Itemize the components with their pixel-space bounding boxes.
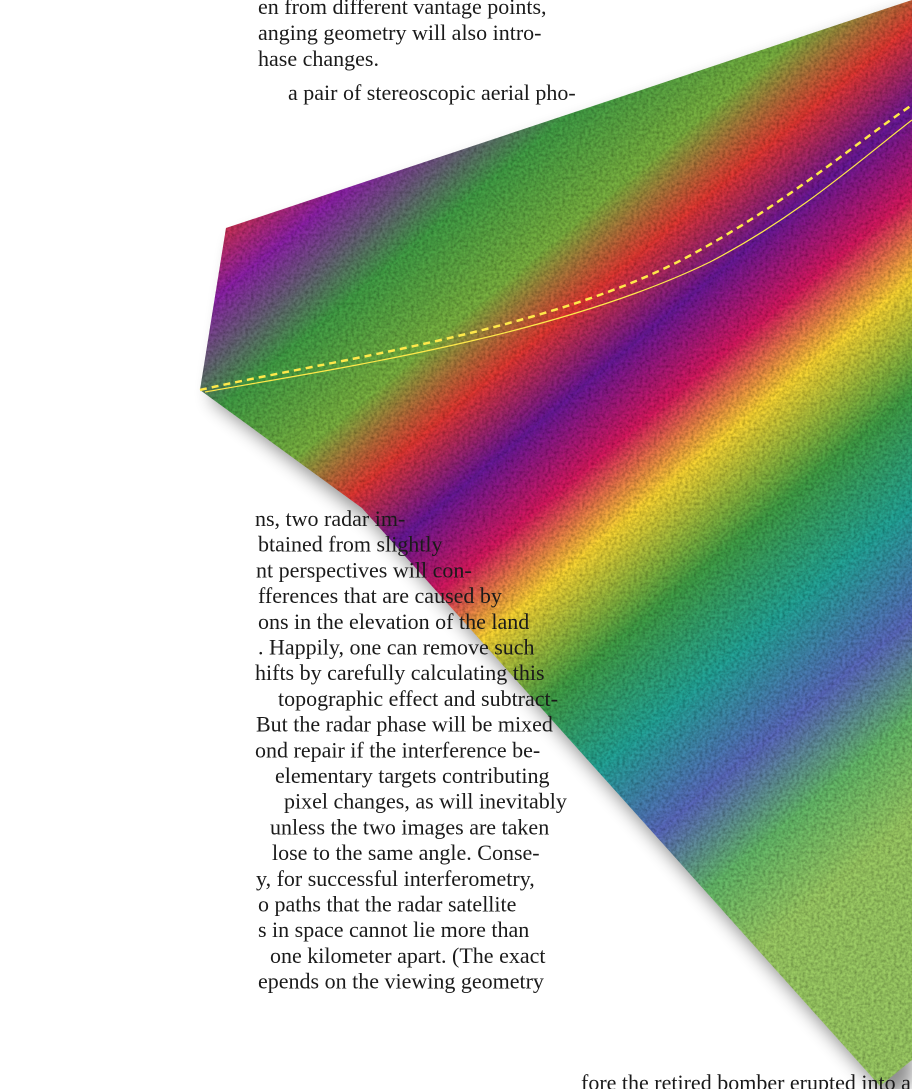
text-line: topographic effect and subtract-: [278, 686, 558, 711]
text-line: ns, two radar im-: [255, 506, 405, 531]
text-line: btained from slightly: [258, 532, 443, 557]
text-line: fore the retired bomber erupted into a: [581, 1070, 911, 1089]
text-line: hase changes.: [258, 46, 379, 71]
text-line: anging geometry will also intro-: [258, 20, 542, 45]
text-line: unless the two images are taken: [270, 814, 549, 839]
text-line: s in space cannot lie more than: [258, 917, 529, 942]
text-line: en from different vantage points,: [258, 0, 547, 19]
text-line: o paths that the radar satellite: [258, 892, 516, 917]
text-line: epends on the viewing geometry: [258, 969, 544, 994]
text-line: elementary targets contributing: [275, 763, 550, 788]
text-line: fferences that are caused by: [258, 583, 502, 608]
interferogram-image: [199, 0, 912, 1089]
text-line: lose to the same angle. Conse-: [272, 840, 540, 865]
text-line: hifts by carefully calculating this: [255, 660, 545, 685]
text-line: ons in the elevation of the land: [258, 609, 529, 634]
text-line: one kilometer apart. (The exact: [270, 943, 545, 968]
text-line: nt perspectives will con-: [256, 557, 472, 582]
body-text: en from different vantage points,anging …: [255, 0, 911, 1089]
text-line: But the radar phase will be mixed: [256, 712, 553, 737]
text-line: pixel changes, as will inevitably: [284, 789, 567, 814]
text-line: a pair of stereoscopic aerial pho-: [288, 80, 576, 105]
text-line: . Happily, one can remove such: [258, 635, 535, 660]
text-line: y, for successful interferometry,: [256, 866, 535, 891]
text-line: ond repair if the interference be-: [255, 737, 540, 762]
